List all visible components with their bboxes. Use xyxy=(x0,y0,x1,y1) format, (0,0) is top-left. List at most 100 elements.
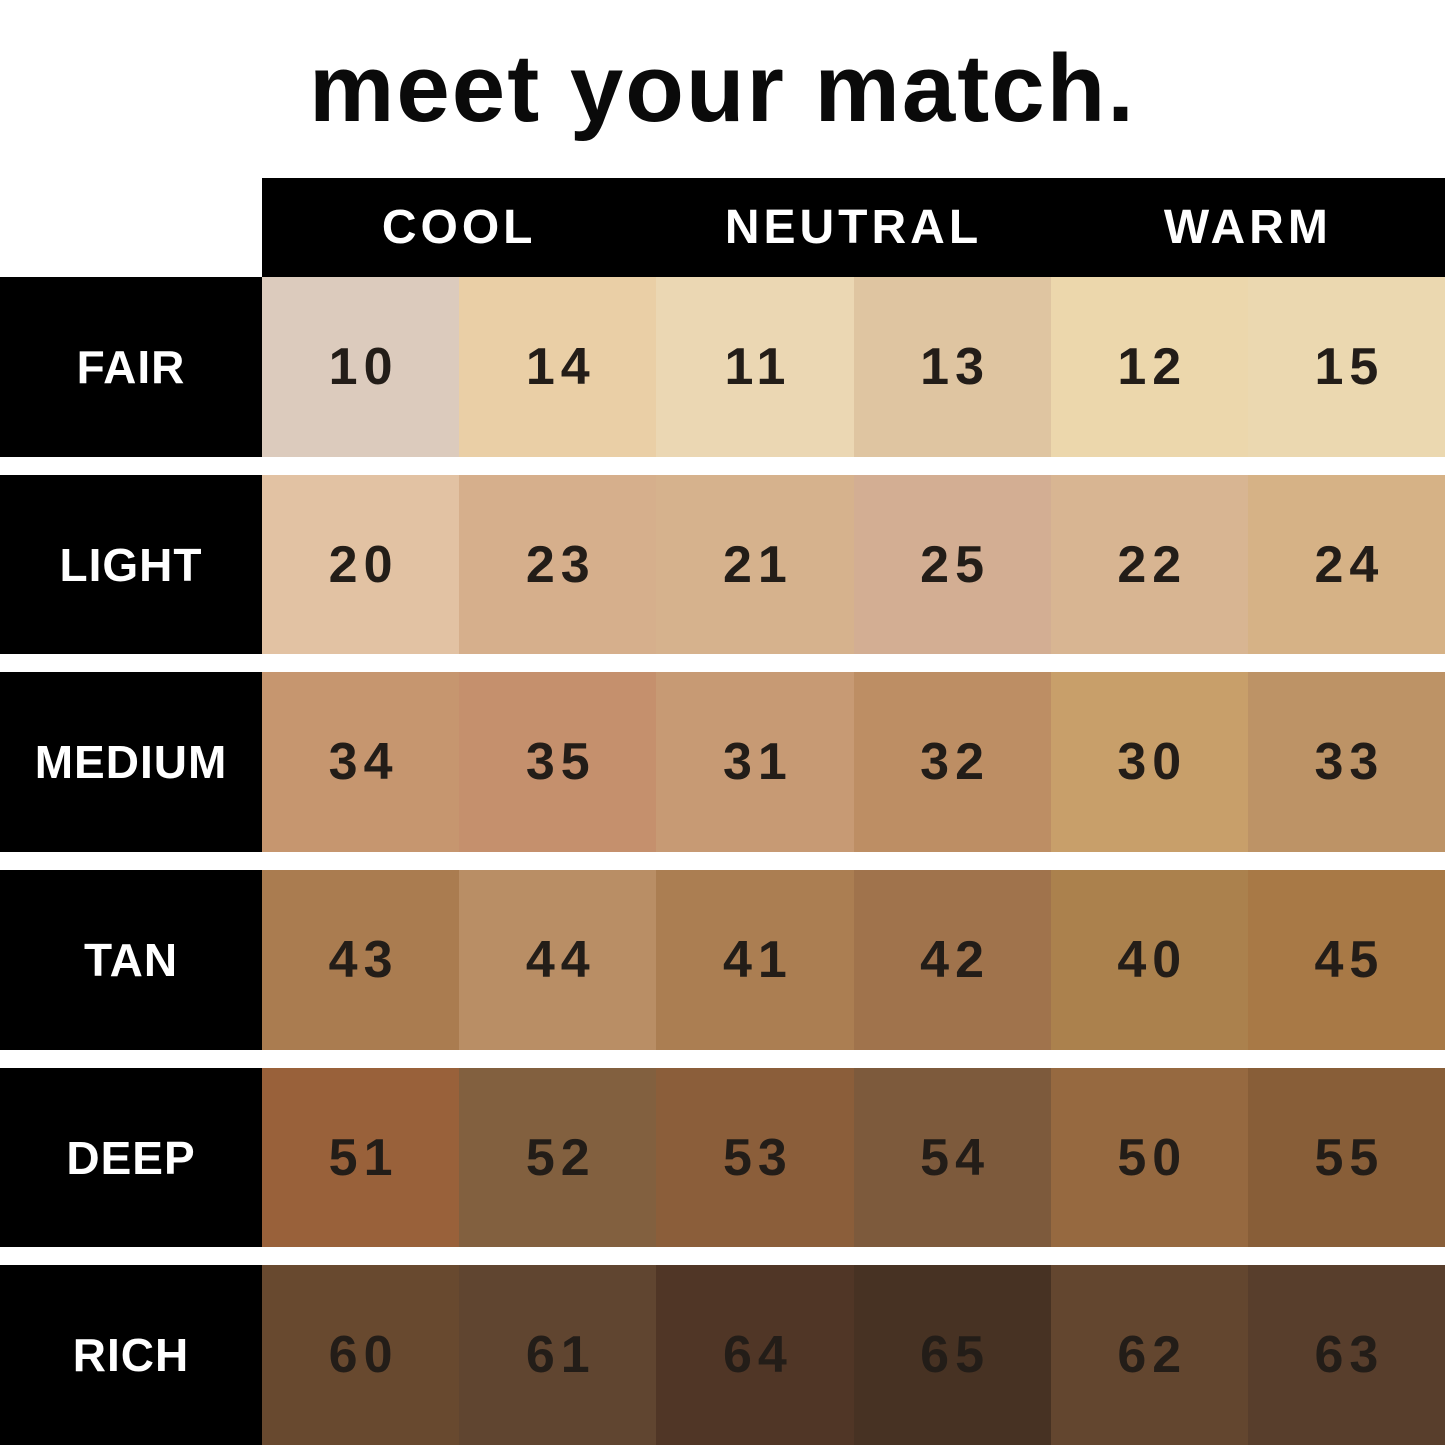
depth-label-rich: RICH xyxy=(0,1265,262,1445)
shade-number: 60 xyxy=(328,1326,399,1385)
shade-number: 63 xyxy=(1314,1326,1385,1385)
shade-swatch-22: 22 xyxy=(1050,474,1248,655)
swatch-group: 34 35 31 32 30 33 xyxy=(262,672,1445,853)
shade-swatch-62: 62 xyxy=(1050,1265,1248,1445)
swatch-group: 20 23 21 25 22 24 xyxy=(262,474,1445,655)
shade-number: 14 xyxy=(525,337,596,396)
shade-swatch-15: 15 xyxy=(1247,277,1445,457)
swatch-group: 60 61 64 65 62 63 xyxy=(262,1265,1445,1445)
shade-number: 33 xyxy=(1314,733,1385,792)
swatch-group: 51 52 53 54 50 55 xyxy=(262,1067,1445,1248)
shade-number: 53 xyxy=(723,1128,793,1187)
shade-number: 31 xyxy=(723,733,793,792)
shade-swatch-12: 12 xyxy=(1050,277,1248,457)
shade-swatch-55: 55 xyxy=(1247,1067,1445,1248)
shade-swatch-33: 33 xyxy=(1247,672,1445,853)
shade-swatch-23: 23 xyxy=(459,474,657,655)
shade-swatch-54: 54 xyxy=(853,1067,1051,1248)
shade-swatch-45: 45 xyxy=(1247,870,1445,1050)
shade-swatch-65: 65 xyxy=(853,1265,1051,1445)
shade-number: 25 xyxy=(920,535,991,594)
undertone-header-cool: COOL xyxy=(381,201,537,254)
depth-label-tan: TAN xyxy=(0,870,262,1050)
shade-swatch-52: 52 xyxy=(459,1067,657,1248)
shade-number: 41 xyxy=(723,930,793,989)
shade-row-medium: MEDIUM 34 35 31 32 30 33 xyxy=(0,672,1445,853)
depth-label-deep: DEEP xyxy=(0,1067,262,1248)
shade-number: 64 xyxy=(723,1326,793,1385)
shade-grid: FAIR 10 14 11 13 12 15 LIGHT 20 23 21 25… xyxy=(0,277,1445,1445)
shade-number: 61 xyxy=(525,1326,596,1385)
shade-number: 54 xyxy=(920,1128,991,1187)
shade-row-deep: DEEP 51 52 53 54 50 55 xyxy=(0,1067,1445,1248)
shade-swatch-40: 40 xyxy=(1050,870,1248,1050)
shade-number: 55 xyxy=(1314,1128,1385,1187)
depth-label-fair: FAIR xyxy=(0,277,262,457)
shade-number: 50 xyxy=(1117,1128,1188,1187)
shade-swatch-13: 13 xyxy=(853,277,1051,457)
shade-swatch-24: 24 xyxy=(1247,474,1445,655)
undertone-header-bar: COOL NEUTRAL WARM xyxy=(262,178,1445,277)
shade-swatch-20: 20 xyxy=(262,474,460,655)
shade-number: 20 xyxy=(328,535,399,594)
shade-row-light: LIGHT 20 23 21 25 22 24 xyxy=(0,474,1445,655)
shade-swatch-42: 42 xyxy=(853,870,1051,1050)
shade-swatch-64: 64 xyxy=(656,1265,854,1445)
shade-swatch-34: 34 xyxy=(262,672,460,853)
swatch-group: 10 14 11 13 12 15 xyxy=(262,277,1445,457)
shade-swatch-21: 21 xyxy=(656,474,854,655)
shade-swatch-25: 25 xyxy=(853,474,1051,655)
shade-swatch-60: 60 xyxy=(262,1265,460,1445)
shade-swatch-10: 10 xyxy=(262,277,460,457)
shade-swatch-63: 63 xyxy=(1247,1265,1445,1445)
shade-number: 24 xyxy=(1314,535,1385,594)
undertone-header-warm: WARM xyxy=(1163,201,1332,254)
shade-number: 22 xyxy=(1117,535,1188,594)
shade-number: 52 xyxy=(525,1128,596,1187)
shade-number: 30 xyxy=(1117,733,1188,792)
shade-number: 32 xyxy=(920,733,991,792)
shade-swatch-43: 43 xyxy=(262,870,460,1050)
shade-swatch-35: 35 xyxy=(459,672,657,853)
shade-number: 44 xyxy=(525,930,596,989)
shade-swatch-41: 41 xyxy=(656,870,854,1050)
shade-swatch-51: 51 xyxy=(262,1067,460,1248)
shade-number: 10 xyxy=(328,337,399,396)
shade-swatch-53: 53 xyxy=(656,1067,854,1248)
shade-number: 42 xyxy=(920,930,991,989)
shade-number: 34 xyxy=(328,733,399,792)
shade-number: 12 xyxy=(1117,337,1188,396)
shade-number: 43 xyxy=(328,930,399,989)
shade-number: 45 xyxy=(1314,930,1385,989)
swatch-group: 43 44 41 42 40 45 xyxy=(262,870,1445,1050)
shade-row-tan: TAN 43 44 41 42 40 45 xyxy=(0,870,1445,1050)
shade-swatch-14: 14 xyxy=(459,277,657,457)
shade-swatch-32: 32 xyxy=(853,672,1051,853)
shade-number: 15 xyxy=(1314,337,1385,396)
shade-swatch-31: 31 xyxy=(656,672,854,853)
shade-number: 62 xyxy=(1117,1326,1188,1385)
shade-swatch-11: 11 xyxy=(656,277,854,457)
undertone-header-neutral: NEUTRAL xyxy=(724,201,983,254)
shade-swatch-44: 44 xyxy=(459,870,657,1050)
undertone-header-row: COOL NEUTRAL WARM xyxy=(0,178,1445,277)
shade-row-fair: FAIR 10 14 11 13 12 15 xyxy=(0,277,1445,457)
depth-label-medium: MEDIUM xyxy=(0,672,262,853)
shade-number: 65 xyxy=(920,1326,991,1385)
shade-number: 40 xyxy=(1117,930,1188,989)
page-title: meet your match. xyxy=(309,35,1136,142)
shade-number: 35 xyxy=(525,733,596,792)
title-area: meet your match. xyxy=(0,0,1445,178)
shade-swatch-50: 50 xyxy=(1050,1067,1248,1248)
depth-label-light: LIGHT xyxy=(0,474,262,655)
shade-number: 21 xyxy=(723,535,793,594)
shade-number: 51 xyxy=(328,1128,399,1187)
shade-number: 11 xyxy=(724,337,792,396)
shade-swatch-30: 30 xyxy=(1050,672,1248,853)
shade-number: 13 xyxy=(920,337,991,396)
header-spacer xyxy=(0,178,262,277)
shade-swatch-61: 61 xyxy=(459,1265,657,1445)
shade-row-rich: RICH 60 61 64 65 62 63 xyxy=(0,1265,1445,1445)
shade-number: 23 xyxy=(525,535,596,594)
